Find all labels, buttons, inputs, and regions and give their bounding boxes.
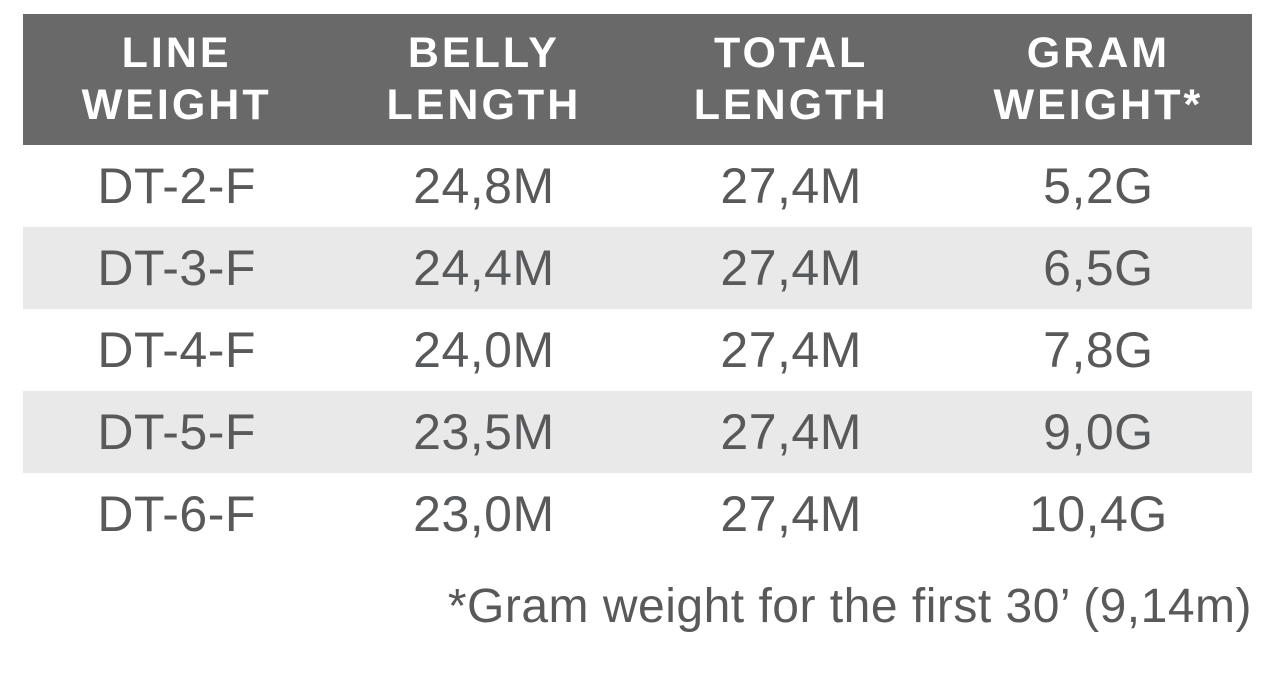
line-spec-table: LINE WEIGHT BELLY LENGTH TOTAL LENGTH GR… [23,14,1252,641]
table-row: DT-2-F 24,8M 27,4M 5,2G [23,145,1252,227]
cell-total-length: 27,4M [720,240,862,296]
table-row: DT-4-F 24,0M 27,4M 7,8G [23,309,1252,391]
cell-belly-length: 24,8M [413,158,555,214]
cell-line-weight: DT-4-F [97,322,256,378]
column-header-total-length: TOTAL LENGTH [693,28,889,129]
cell-gram-weight: 6,5G [1043,240,1154,296]
cell-total-length: 27,4M [720,322,862,378]
cell-belly-length: 23,5M [413,404,555,460]
cell-belly-length: 24,4M [413,240,555,296]
cell-gram-weight: 9,0G [1043,404,1154,460]
cell-line-weight: DT-2-F [97,158,256,214]
cell-line-weight: DT-5-F [97,404,256,460]
cell-total-length: 27,4M [720,158,862,214]
cell-total-length: 27,4M [720,486,862,542]
cell-belly-length: 24,0M [413,322,555,378]
column-header-line-weight: LINE WEIGHT [81,28,272,129]
cell-gram-weight: 5,2G [1043,158,1154,214]
table-row: DT-5-F 23,5M 27,4M 9,0G [23,391,1252,473]
cell-total-length: 27,4M [720,404,862,460]
cell-line-weight: DT-3-F [97,240,256,296]
table-header-row: LINE WEIGHT BELLY LENGTH TOTAL LENGTH GR… [23,14,1252,145]
column-header-belly-length: BELLY LENGTH [386,28,582,129]
cell-belly-length: 23,0M [413,486,555,542]
cell-gram-weight: 10,4G [1029,486,1168,542]
table-row: DT-3-F 24,4M 27,4M 6,5G [23,227,1252,309]
gram-weight-footnote: *Gram weight for the first 30’ (9,14m) [447,579,1252,633]
table-row: DT-6-F 23,0M 27,4M 10,4G [23,473,1252,555]
cell-line-weight: DT-6-F [97,486,256,542]
cell-gram-weight: 7,8G [1043,322,1154,378]
table-body: DT-2-F 24,8M 27,4M 5,2G DT-3-F 24,4M 27,… [23,145,1252,555]
column-header-gram-weight: GRAM WEIGHT* [993,28,1204,129]
